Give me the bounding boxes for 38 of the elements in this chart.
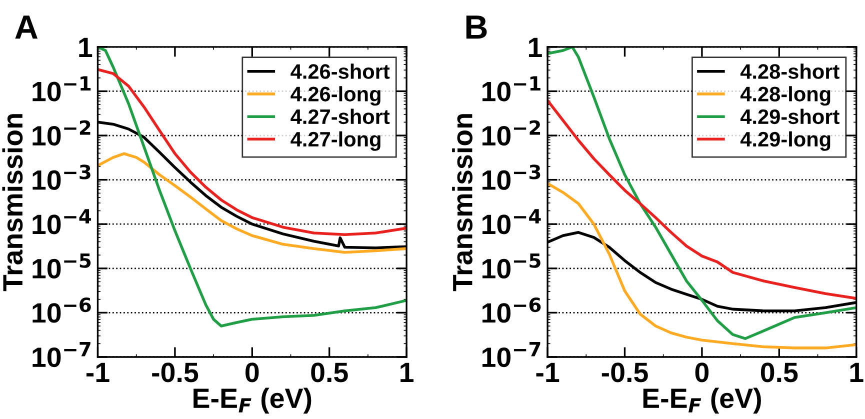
y-tick-label: 1 (528, 38, 542, 57)
y-tick-label: 1 (79, 38, 92, 57)
chart-title: A (15, 16, 38, 39)
x-tick-label: 1 (400, 362, 414, 382)
y-tick-label: 10$^{−4}$ (482, 209, 541, 234)
legend-label: 4.27-short (290, 108, 390, 124)
line-series (548, 182, 856, 350)
legend-label: 4.28-short (740, 64, 840, 79)
x-tick-label: -0.5 (602, 362, 648, 382)
x-tick-label: 0 (246, 362, 259, 382)
y-tick-label: 10$^{−4}$ (32, 209, 92, 234)
y-tick-label: 10$^{−2}$ (482, 120, 540, 146)
x-tick-label: 0.5 (311, 362, 348, 382)
y-axis-title: Transmission (452, 114, 472, 292)
x-axis-title: E-E$_{F}$ (eV) (643, 388, 761, 414)
legend-label: 4.28-long (740, 86, 830, 106)
legend-label: 4.27-long (290, 131, 380, 151)
x-axis-title: E-E$_{F}$ (eV) (194, 388, 312, 414)
x-tick-label: 0 (695, 362, 709, 382)
x-tick-label: 0.5 (760, 362, 798, 382)
y-tick-label: 10$^{−1}$ (482, 76, 540, 102)
y-tick-label: 10$^{−3}$ (482, 164, 540, 190)
legend-label: 4.26-long (290, 86, 380, 106)
x-tick-label: -0.5 (152, 362, 198, 382)
legend-label: 4.26-short (290, 64, 390, 79)
y-tick-label: 10$^{−3}$ (32, 164, 90, 190)
y-axis-title: Transmission (2, 114, 23, 292)
y-tick-label: 10$^{−5}$ (32, 253, 91, 279)
y-tick-label: 10$^{−2}$ (32, 120, 90, 146)
legend-label: 4.29-short (740, 108, 840, 124)
y-tick-label: 10$^{−6}$ (482, 297, 541, 323)
y-tick-label: 10$^{−1}$ (32, 76, 91, 102)
y-tick-label: 10$^{−6}$ (32, 297, 91, 323)
y-tick-label: 10$^{−5}$ (482, 253, 540, 279)
chart-title: B (466, 16, 487, 39)
line-series (98, 152, 407, 254)
x-tick-label: 1 (850, 362, 864, 382)
legend-label: 4.29-long (740, 131, 830, 151)
